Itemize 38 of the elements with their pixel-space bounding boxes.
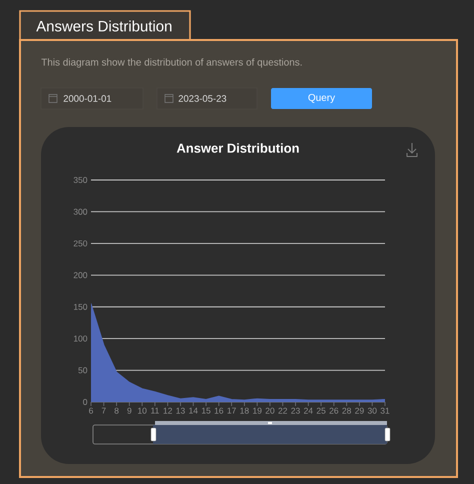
x-tick-label: 14 (189, 408, 198, 414)
x-tick-label: 15 (202, 408, 210, 414)
x-tick-label: 22 (278, 408, 288, 414)
y-tick-label: 50 (78, 367, 88, 374)
x-tick-label: 24 (304, 408, 313, 414)
text: Answers Distribution (36, 20, 172, 32)
x-tick-label: 17 (228, 408, 236, 414)
x-tick-label: 6 (89, 408, 93, 414)
x-tick-label: 8 (114, 408, 119, 414)
x-tick-label: 19 (253, 408, 262, 414)
x-tick-label: 9 (127, 408, 132, 414)
y-tick-label: 300 (74, 208, 88, 215)
x-tick-label: 28 (342, 408, 351, 414)
y-tick-label: 250 (74, 240, 88, 246)
x-tick-label: 13 (176, 408, 185, 414)
y-tick-label: 100 (74, 336, 88, 342)
y-tick-label: 0 (83, 399, 88, 405)
x-tick-label: 10 (138, 408, 147, 414)
x-tick-label: 18 (240, 408, 249, 414)
text: 2023-05-23 (178, 95, 226, 102)
chart-title: Answer Distribution (176, 143, 299, 153)
x-tick-label: 30 (368, 408, 377, 414)
text: Query (308, 94, 336, 104)
text: 2000-01-01 (64, 95, 112, 102)
x-tick-label: 23 (291, 408, 300, 414)
x-tick-label: 31 (380, 408, 390, 414)
x-tick-label: 16 (214, 408, 224, 414)
y-tick-label: 350 (74, 177, 88, 183)
text: This diagram show the distribution of answers of questions. (41, 58, 302, 68)
y-tick-label: 150 (74, 304, 88, 310)
x-tick-label: 11 (151, 408, 159, 414)
x-tick-label: 12 (164, 408, 172, 414)
y-tick-label: 200 (74, 272, 88, 278)
x-tick-label: 7 (102, 408, 106, 414)
x-tick-label: 20 (266, 408, 274, 414)
x-tick-label: 29 (355, 408, 364, 414)
x-tick-label: 26 (330, 408, 338, 414)
x-tick-label: 25 (316, 408, 326, 414)
